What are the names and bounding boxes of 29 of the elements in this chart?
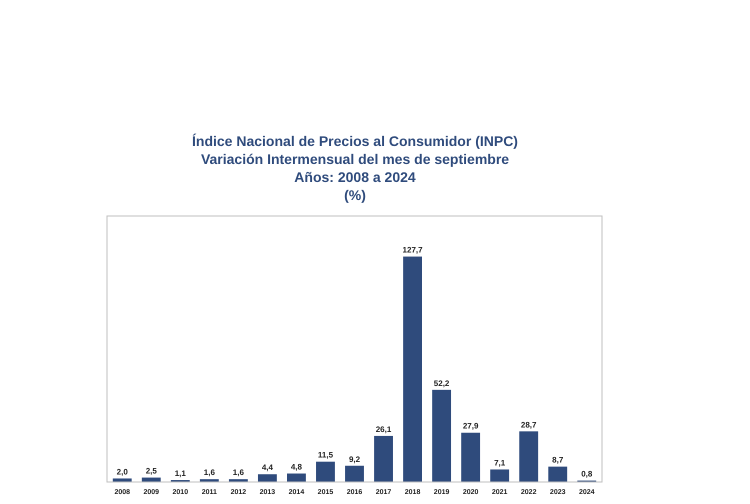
bar [432, 390, 452, 482]
data-label: 11,5 [318, 450, 334, 460]
bar [490, 469, 510, 482]
data-label: 2,5 [146, 466, 158, 476]
data-label: 28,7 [520, 420, 538, 430]
data-label: 4,4 [262, 463, 274, 472]
data-label: 27,9 [462, 422, 479, 431]
bar [403, 256, 422, 482]
bar [461, 432, 480, 482]
data-label: 127,7 [402, 246, 424, 255]
data-label: 0,8 [581, 470, 593, 479]
bar [287, 474, 306, 482]
data-label: 4,8 [290, 462, 303, 472]
bar [519, 431, 538, 482]
bar [258, 474, 277, 482]
data-label: 26,1 [376, 424, 392, 434]
data-label: 1,1 [174, 469, 186, 478]
data-label: 1,6 [204, 468, 216, 478]
bar [345, 466, 364, 482]
bar [548, 466, 568, 482]
data-label: 9,2 [348, 454, 361, 464]
data-label: 52,2 [434, 378, 450, 388]
bar [316, 462, 335, 482]
data-label: 2,0 [116, 467, 128, 476]
data-label: 8,7 [552, 456, 564, 465]
bar [374, 436, 393, 482]
data-label: 1,6 [232, 468, 244, 478]
chart-title: Índice Nacional de Precios al Consumidor (INPC) Variación Intermensual del mes de septiembre Años: 2008 a 2024 (%) [192, 133, 518, 203]
data-label: 7,1 [494, 458, 506, 468]
